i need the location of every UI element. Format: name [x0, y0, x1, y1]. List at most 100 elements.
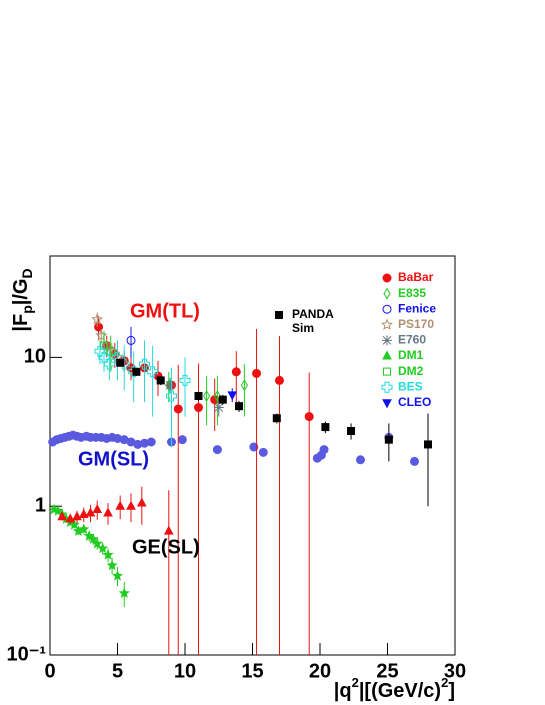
legend-label: CLEO [398, 395, 431, 409]
legend-marker [382, 304, 392, 314]
x-tick-label: 15 [241, 660, 263, 682]
marker [218, 395, 227, 404]
marker [165, 380, 176, 391]
legend-label: Fenice [398, 301, 436, 315]
marker [203, 390, 211, 402]
marker [319, 445, 329, 455]
x-title-part: |q [334, 680, 352, 702]
x-tick-label: 10 [174, 660, 196, 682]
marker [347, 427, 356, 436]
y-title-part: |/G [10, 279, 32, 306]
marker [102, 549, 114, 560]
marker [231, 367, 241, 377]
marker [78, 508, 89, 518]
legend-marker [383, 287, 391, 300]
marker [103, 507, 113, 517]
marker [97, 542, 109, 554]
marker [118, 587, 130, 598]
legend-marker [381, 381, 393, 393]
x-axis-title: |q2|[(GeV/c)2] [334, 675, 455, 702]
legend-marker [275, 311, 283, 319]
marker [116, 358, 125, 367]
marker [85, 507, 96, 517]
marker [179, 374, 191, 386]
y-title-sub: D [19, 268, 35, 278]
marker [424, 440, 432, 449]
marker [177, 435, 187, 445]
x-tick-label: 30 [444, 660, 466, 682]
marker [384, 435, 393, 444]
legend-marker [383, 367, 391, 376]
marker [72, 511, 82, 521]
marker [132, 367, 141, 376]
marker [78, 523, 90, 534]
marker [194, 392, 203, 401]
legend-label: DM1 [398, 348, 424, 362]
marker [165, 379, 173, 392]
legend-label: BES [398, 379, 423, 393]
marker [252, 368, 262, 378]
marker [146, 437, 156, 447]
x-title-sup: 2 [352, 675, 359, 690]
legend-label: PS170 [398, 317, 434, 331]
legend-marker [382, 399, 392, 409]
x-title-sup: 2 [441, 675, 448, 690]
y-axis-title: |Fp|/GD [10, 268, 34, 331]
marker [91, 537, 103, 549]
marker [87, 533, 99, 544]
x-tick-label: 0 [44, 660, 55, 682]
marker [213, 402, 224, 413]
annotation: GE(SL) [132, 536, 200, 558]
y-title-sub: p [19, 305, 35, 314]
marker [68, 518, 80, 530]
marker [91, 313, 104, 325]
x-tick-label: 25 [376, 660, 398, 682]
marker [227, 391, 238, 401]
y-tick-label: 1 [35, 494, 46, 516]
marker [156, 376, 165, 385]
legend-label: BaBar [398, 270, 434, 284]
y-tick-label: 10 [24, 346, 46, 368]
x-title-part: ] [448, 680, 455, 702]
marker [94, 345, 106, 357]
legend-label: E760 [398, 333, 426, 347]
marker [304, 412, 314, 422]
marker [92, 503, 103, 514]
annotation: GM(TL) [130, 300, 200, 322]
marker [213, 390, 221, 402]
marker [106, 344, 119, 357]
marker [173, 404, 183, 414]
marker [235, 402, 243, 411]
marker [95, 329, 108, 341]
y-title-part: |F [10, 314, 32, 332]
marker [147, 366, 159, 378]
legend-label: DM2 [398, 364, 424, 378]
marker [126, 335, 136, 345]
legend-label: E835 [398, 286, 426, 300]
panda-label: PANDA Sim [292, 307, 334, 335]
marker [136, 497, 147, 507]
marker [194, 403, 203, 413]
marker [57, 511, 67, 521]
legend-marker [382, 335, 392, 346]
marker [321, 423, 330, 432]
annotation: GM(SL) [78, 448, 149, 470]
marker [115, 500, 126, 510]
marker [126, 500, 136, 510]
marker [163, 525, 174, 535]
legend-marker [382, 350, 392, 360]
x-tick-label: 20 [309, 660, 331, 682]
legend-marker [381, 318, 393, 330]
marker [258, 447, 268, 457]
marker [356, 455, 365, 465]
marker [212, 445, 222, 455]
marker [410, 456, 419, 466]
marker [103, 358, 115, 370]
marker [106, 347, 115, 356]
x-tick-label: 5 [112, 660, 123, 682]
y-tick-label: 10⁻¹ [7, 643, 47, 665]
marker [272, 414, 281, 423]
x-title-part: |[(GeV/c) [359, 680, 441, 702]
